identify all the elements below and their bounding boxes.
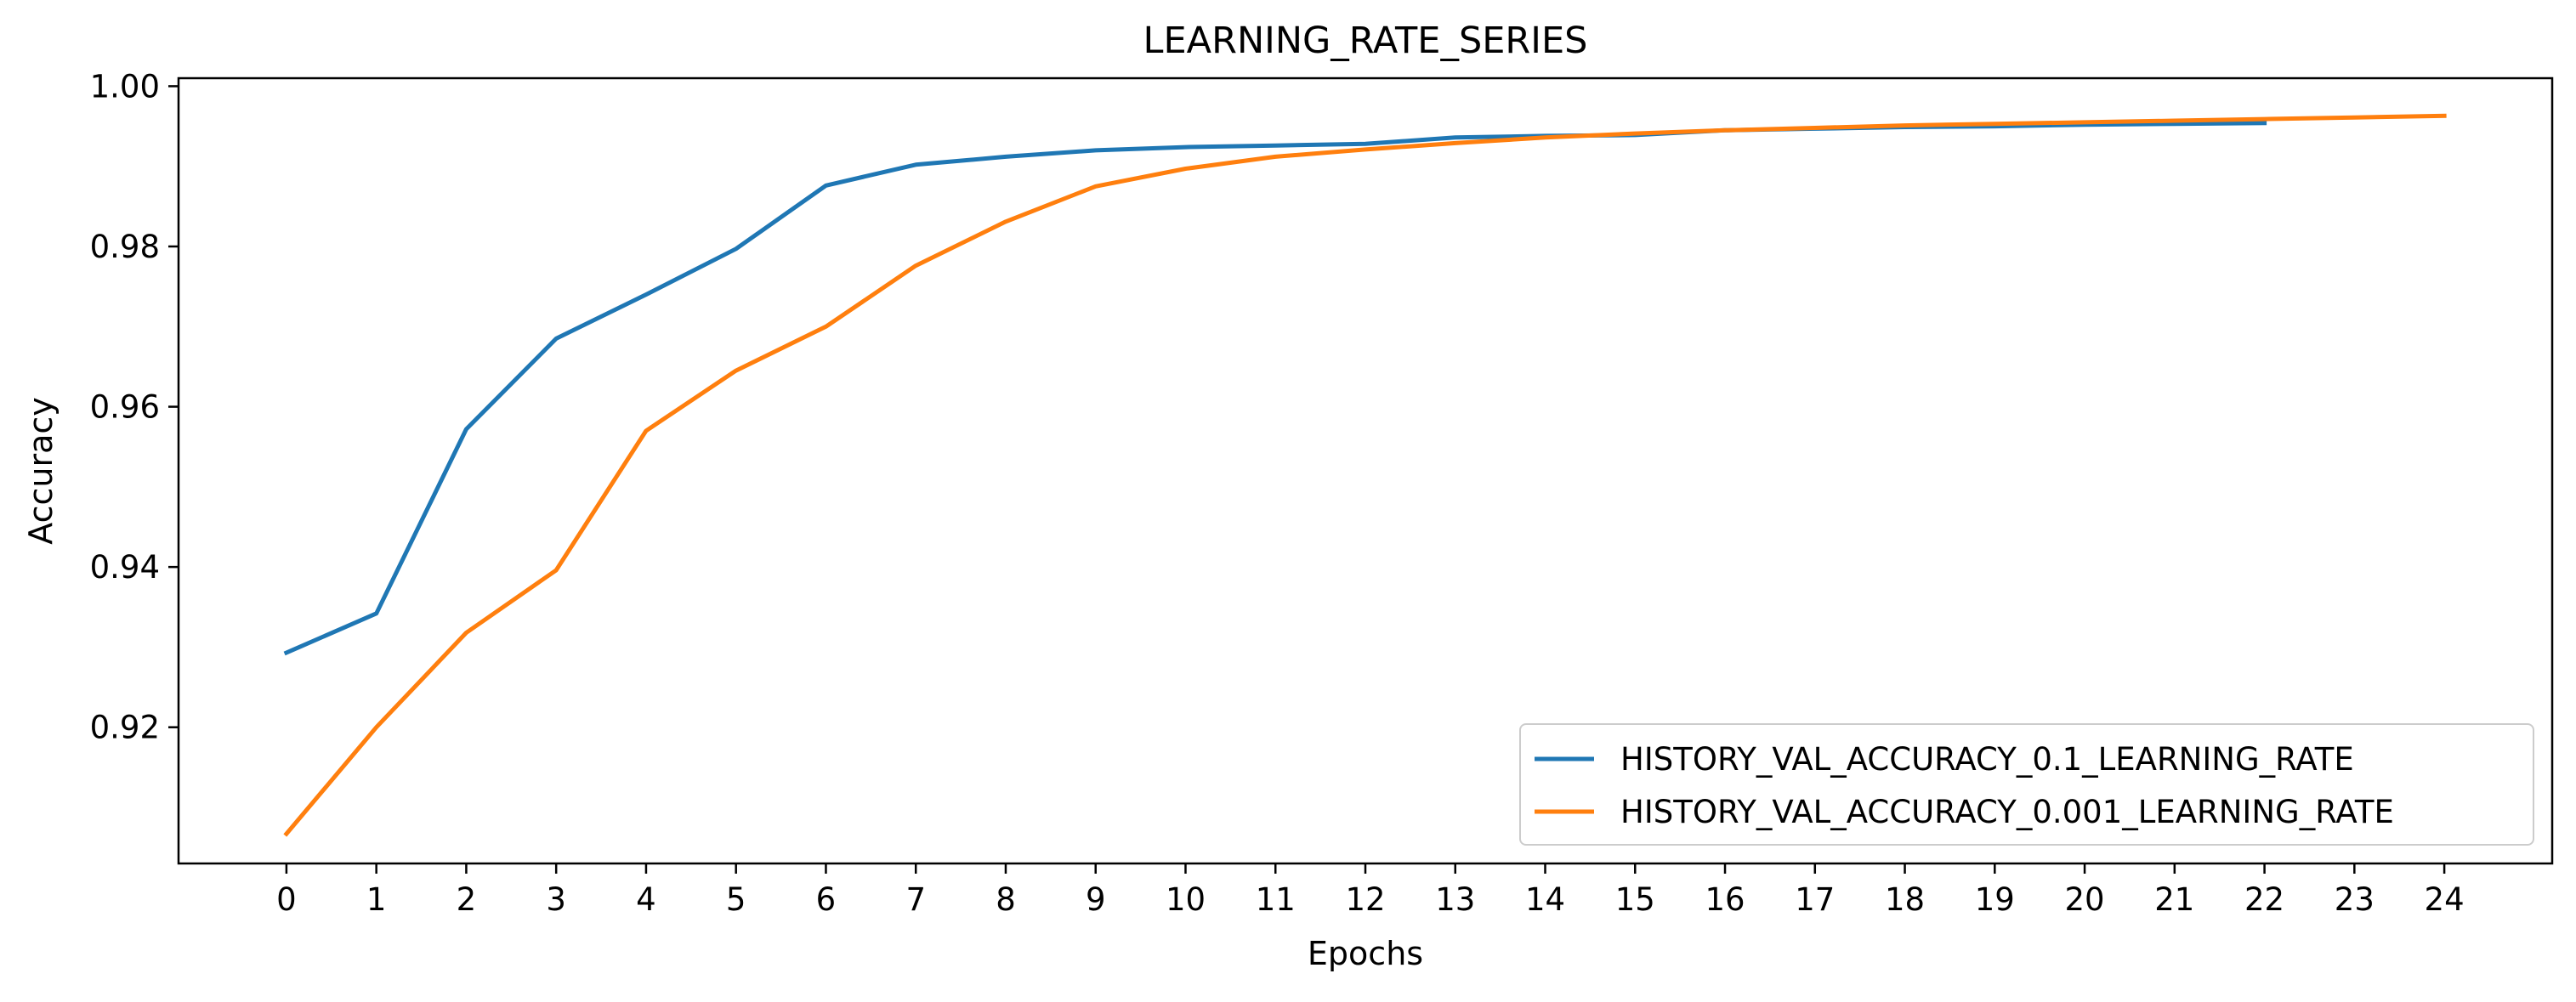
y-tick-label: 0.92: [90, 710, 160, 746]
x-tick-label: 17: [1795, 881, 1835, 918]
x-tick-label: 23: [2335, 881, 2375, 918]
x-tick-label: 18: [1885, 881, 1925, 918]
y-axis-label: Accuracy: [22, 397, 60, 545]
x-tick-label: 21: [2154, 881, 2194, 918]
x-tick-label: 16: [1705, 881, 1745, 918]
x-axis-label: Epochs: [1308, 935, 1423, 972]
axes: 0 1 2 3 4 5 6 7 8 9 10 11 12 13 14 15 16 17 18 19 20 21 22 23 24…: [90, 68, 2465, 918]
series-line-1: [283, 113, 2447, 837]
y-tick-label: 0.98: [90, 229, 160, 265]
x-tick-label: 0: [276, 881, 297, 918]
legend-box: [1519, 723, 2534, 846]
plot-frame: [177, 76, 2554, 865]
legend-label-1: HISTORY_VAL_ACCURACY_0.001_LEARNING_RATE: [1620, 794, 2394, 830]
x-tick-label: 24: [2425, 881, 2465, 918]
x-tick-label: 13: [1435, 881, 1475, 918]
legend-label-0: HISTORY_VAL_ACCURACY_0.1_LEARNING_RATE: [1620, 741, 2354, 778]
x-tick-label: 3: [546, 881, 566, 918]
x-tick-label: 2: [457, 881, 477, 918]
x-tick-label: 15: [1615, 881, 1655, 918]
y-tick-label: 1.00: [90, 68, 160, 105]
y-tick-label: 0.94: [90, 549, 160, 586]
x-tick-label: 6: [816, 881, 837, 918]
x-tick-label: 22: [2244, 881, 2284, 918]
series-lines: [283, 113, 2447, 837]
x-tick-label: 20: [2065, 881, 2105, 918]
y-tick-label: 0.96: [90, 389, 160, 426]
series-line-0: [283, 121, 2267, 656]
legend: HISTORY_VAL_ACCURACY_0.1_LEARNING_RATE HI…: [1519, 723, 2534, 846]
x-tick-label: 10: [1166, 881, 1206, 918]
x-tick-label: 5: [726, 881, 746, 918]
x-tick-label: 4: [636, 881, 656, 918]
x-tick-label: 14: [1525, 881, 1565, 918]
chart-title: LEARNING_RATE_SERIES: [1143, 20, 1588, 62]
x-tick-label: 12: [1345, 881, 1385, 918]
x-tick-label: 19: [1975, 881, 2015, 918]
x-tick-label: 8: [996, 881, 1016, 918]
x-tick-label: 11: [1256, 881, 1296, 918]
x-tick-label: 7: [905, 881, 926, 918]
x-tick-label: 9: [1086, 881, 1106, 918]
x-tick-label: 1: [366, 881, 387, 918]
